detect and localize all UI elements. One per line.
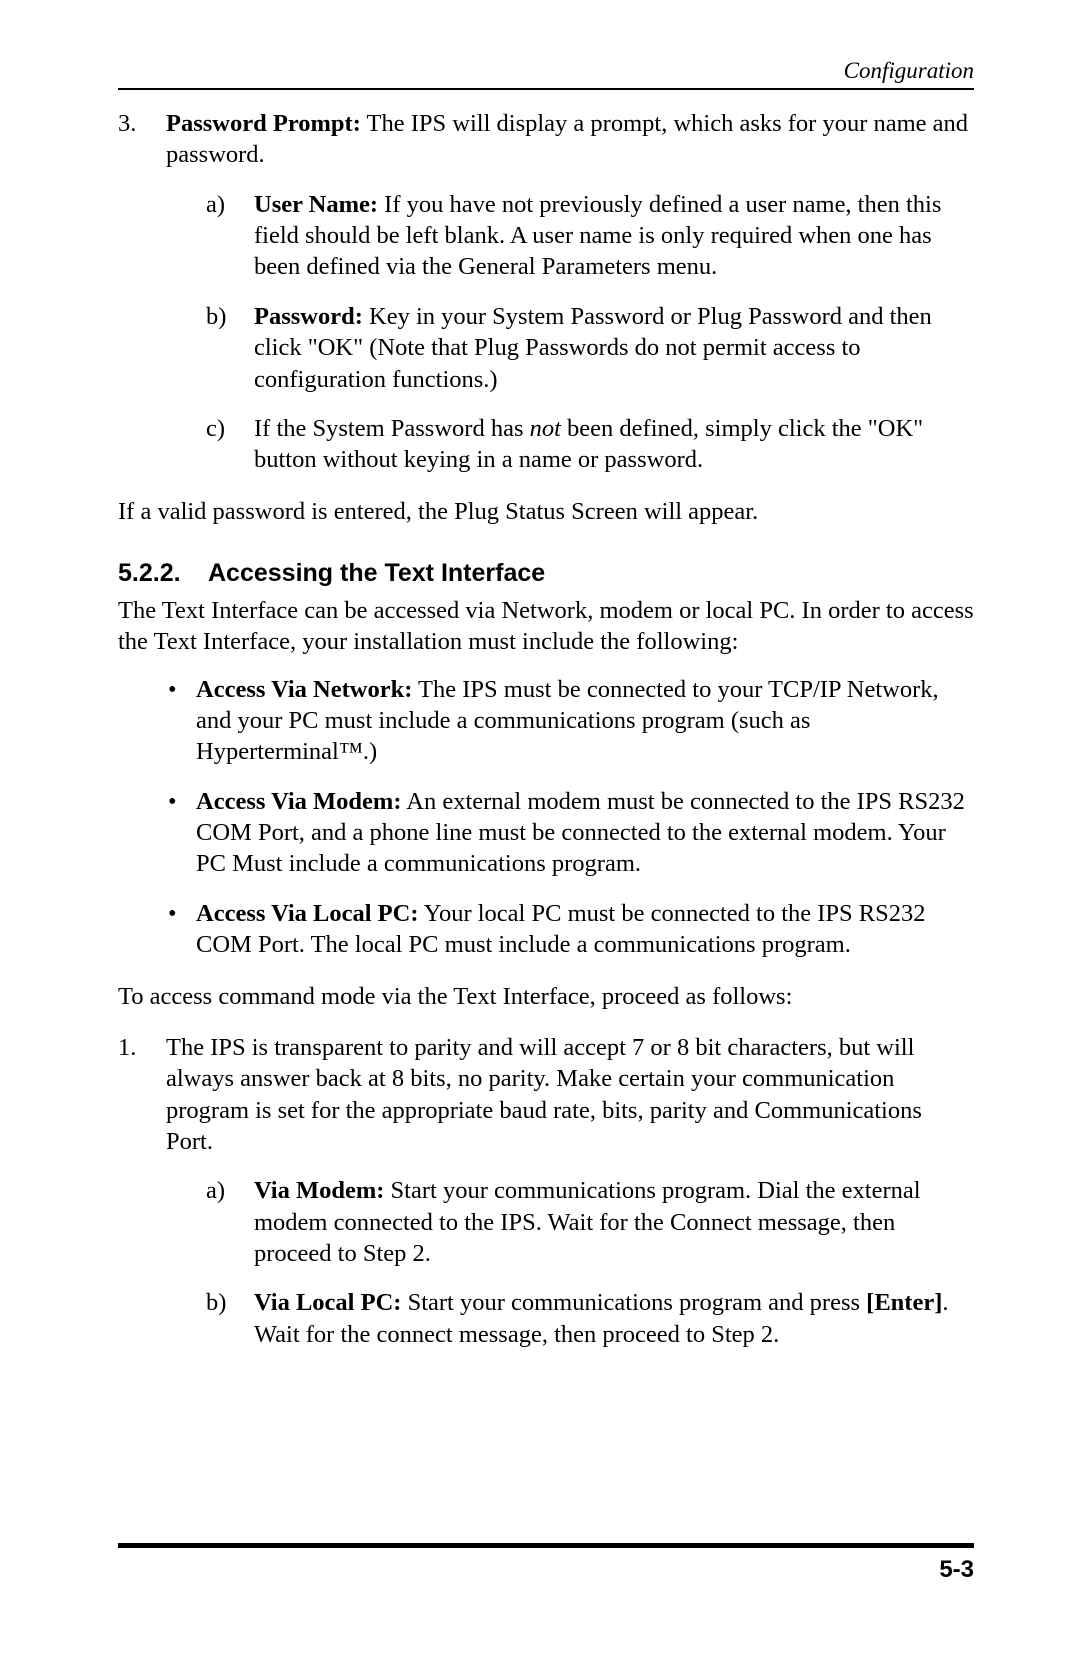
sub-text1: Start your communications program and pr… [401, 1289, 866, 1316]
item-number: 1. [118, 1032, 166, 1350]
header-rule [118, 88, 974, 90]
sub-letter: a) [206, 1175, 254, 1269]
sub-item-b: b) Via Local PC: Start your communicatio… [206, 1287, 974, 1350]
bullet-icon: • [168, 898, 196, 961]
sub-label: Via Modem: [254, 1177, 384, 1204]
item-body-text: The IPS is transparent to parity and wil… [166, 1034, 922, 1155]
sub-letter: c) [206, 413, 254, 476]
item-label: Password Prompt: [166, 110, 361, 137]
sub-item-c: c) If the System Password has not been d… [206, 413, 974, 476]
sub-label: Via Local PC: [254, 1289, 401, 1316]
sub-text-pre: If the System Password has [254, 415, 530, 442]
item-text: Password Prompt: The IPS will display a … [166, 110, 968, 168]
item-number: 3. [118, 108, 166, 476]
sub-label: Password: [254, 303, 363, 330]
sub-item-a: a) User Name: If you have not previously… [206, 189, 974, 283]
bullet-list: • Access Via Network: The IPS must be co… [118, 674, 974, 961]
enter-key: [Enter] [866, 1289, 942, 1316]
bullet-item-network: • Access Via Network: The IPS must be co… [168, 674, 974, 768]
page-header: Configuration [118, 58, 974, 84]
bullet-icon: • [168, 674, 196, 768]
footer-rule [118, 1543, 974, 1548]
section-number: 5.2.2. [118, 557, 208, 589]
sub-item-b: b) Password: Key in your System Password… [206, 301, 974, 395]
section-heading: 5.2.2. Accessing the Text Interface [118, 557, 974, 589]
sub-item-a: a) Via Modem: Start your communications … [206, 1175, 974, 1269]
page-footer: 5-3 [118, 1543, 974, 1584]
body-content: 3. Password Prompt: The IPS will display… [118, 108, 974, 1350]
section-intro: The Text Interface can be accessed via N… [118, 595, 974, 658]
paragraph-access: To access command mode via the Text Inte… [118, 981, 974, 1012]
bullet-item-local: • Access Via Local PC: Your local PC mus… [168, 898, 974, 961]
bullet-label: Access Via Local PC: [196, 900, 419, 927]
sub-label: User Name: [254, 191, 378, 218]
bullet-item-modem: • Access Via Modem: An external modem mu… [168, 786, 974, 880]
bullet-label: Access Via Network: [196, 676, 412, 703]
page-number: 5-3 [118, 1556, 974, 1584]
sub-letter: b) [206, 301, 254, 395]
bullet-label: Access Via Modem: [196, 788, 401, 815]
sub-letter: b) [206, 1287, 254, 1350]
sub-text-em: not [530, 415, 561, 442]
list-item-3: 3. Password Prompt: The IPS will display… [118, 108, 974, 476]
section-title: Accessing the Text Interface [208, 557, 545, 589]
bullet-icon: • [168, 786, 196, 880]
list-item-1: 1. The IPS is transparent to parity and … [118, 1032, 974, 1350]
paragraph-valid-password: If a valid password is entered, the Plug… [118, 496, 974, 527]
sub-letter: a) [206, 189, 254, 283]
